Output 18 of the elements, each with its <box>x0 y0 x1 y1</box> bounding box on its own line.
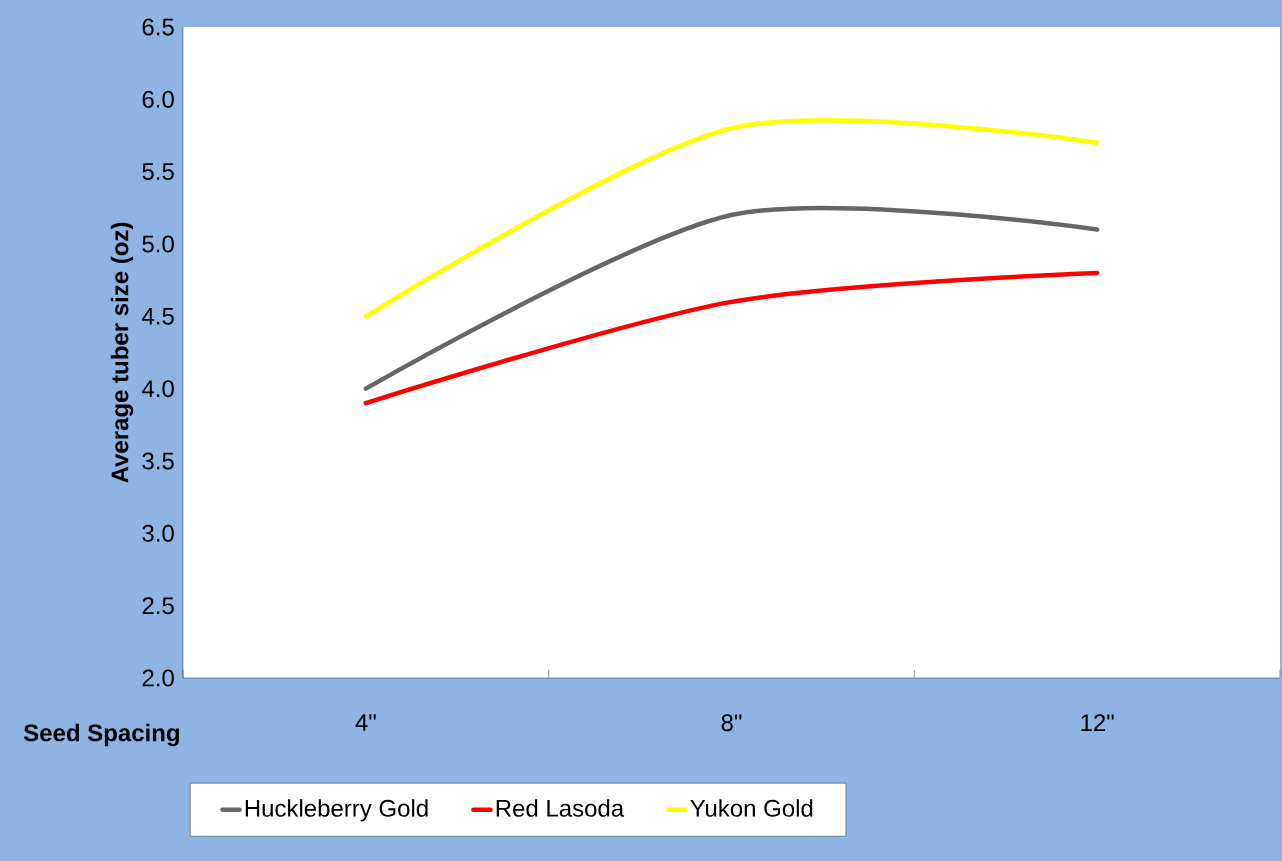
x-tick-label: 8" <box>721 714 742 732</box>
y-tick-label: 3.0 <box>142 524 174 542</box>
legend-label: Red Lasoda <box>496 799 625 817</box>
y-tick-label: 5.5 <box>142 163 174 181</box>
y-tick-label: 5.0 <box>142 235 174 253</box>
y-tick-label: 4.5 <box>141 307 174 325</box>
y-tick-label: 3.5 <box>142 452 174 470</box>
x-axis-title: Seed Spacing <box>23 723 179 747</box>
y-tick-label: 2.5 <box>142 597 174 615</box>
y-tick-label: 6.5 <box>142 18 174 36</box>
y-axis-title: Average tuber size (oz) <box>110 222 134 483</box>
y-tick-label: 2.0 <box>142 669 174 687</box>
legend-label: Huckleberry Gold <box>245 799 428 822</box>
x-tick-label: 12" <box>1081 714 1114 731</box>
x-tick-label: 4" <box>355 714 376 731</box>
legend-label: Yukon Gold <box>690 799 813 817</box>
y-tick-label: 6.0 <box>142 90 174 108</box>
y-tick-label: 4.0 <box>141 380 174 398</box>
